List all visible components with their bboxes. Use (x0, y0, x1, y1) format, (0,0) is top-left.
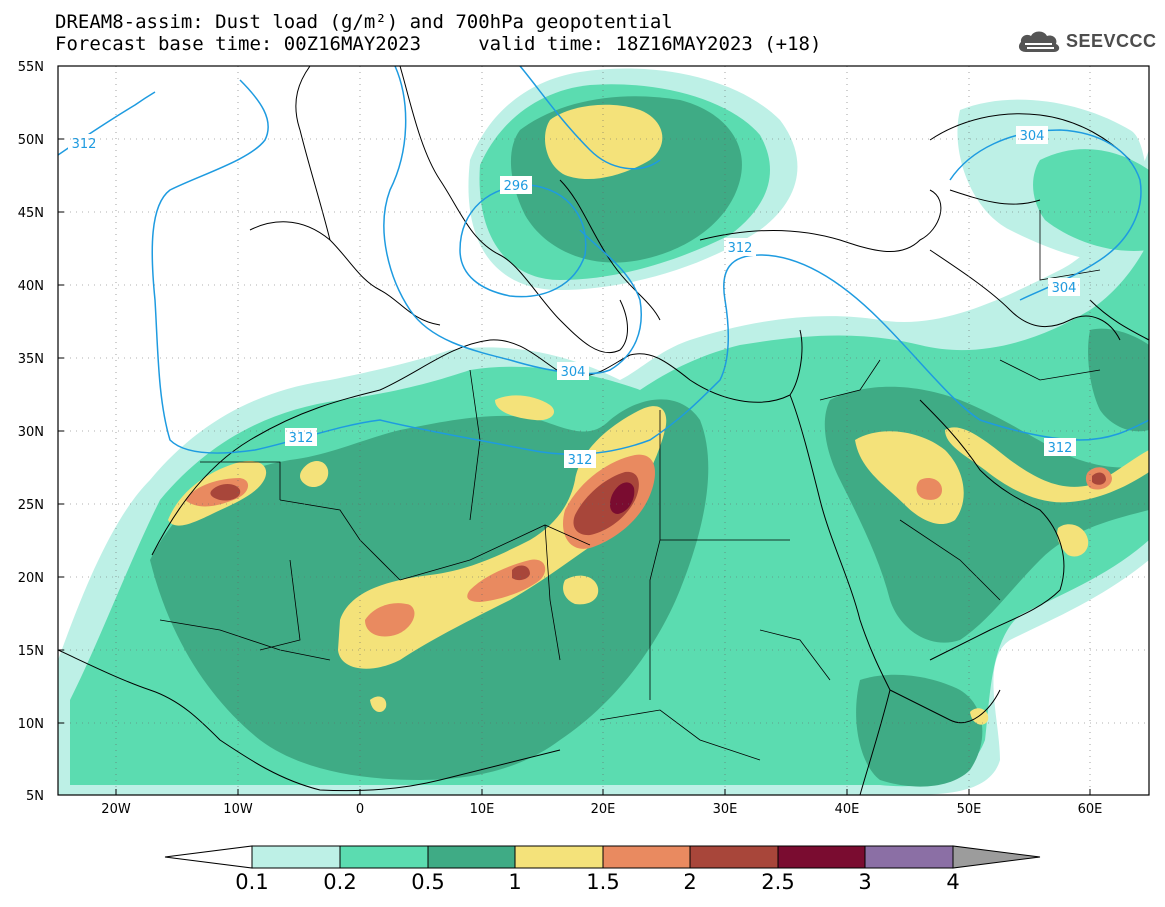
colorbar-label: 0.1 (235, 870, 269, 894)
colorbar-swatch (514, 845, 604, 869)
lon-axis: 20W 10W 0 10E 20E 30E 40E 50E 60E (101, 789, 1102, 817)
colorbar-label: 4 (946, 870, 960, 894)
lon-label: 40E (835, 802, 860, 817)
lat-label: 25N (18, 498, 44, 513)
contour-label: 312 (289, 431, 314, 446)
contour-label: 304 (561, 365, 586, 380)
cloud-icon (1018, 31, 1060, 52)
colorbar-label: 1 (508, 870, 522, 894)
lon-label: 20E (591, 802, 616, 817)
lat-label: 45N (18, 206, 44, 221)
lat-label: 5N (26, 789, 44, 804)
colorbar-label: 0.2 (323, 870, 357, 894)
contour-label: 296 (504, 179, 529, 194)
contour-labels: 312 296 304 312 312 312 304 304 312 (68, 126, 1080, 468)
lat-label: 40N (18, 279, 44, 294)
colorbar (164, 845, 1041, 869)
lat-label: 10N (18, 717, 44, 732)
contour-label: 304 (1052, 281, 1077, 296)
seevccc-logo: SEEVCCC (1016, 26, 1157, 56)
colorbar-swatch (251, 845, 341, 869)
colorbar-upper-arrow (952, 845, 1041, 869)
contour-label: 304 (1020, 129, 1045, 144)
colorbar-label: 1.5 (586, 870, 620, 894)
contour-label: 312 (72, 137, 97, 152)
lon-label: 20W (101, 802, 131, 817)
lat-label: 15N (18, 644, 44, 659)
colorbar-label: 0.5 (411, 870, 445, 894)
lat-label: 20N (18, 571, 44, 586)
colorbar-lower-arrow (164, 845, 253, 869)
colorbar-label: 2.5 (761, 870, 795, 894)
coastlines (58, 66, 1149, 795)
lat-label: 30N (18, 425, 44, 440)
colorbar-swatch (689, 845, 779, 869)
map-title-line1: DREAM8-assim: Dust load (g/m²) and 700hP… (55, 11, 673, 33)
map-title-line2: Forecast base time: 00Z16MAY2023 valid t… (55, 33, 822, 55)
colorbar-swatch (602, 845, 691, 869)
dust-field: 312 296 304 312 312 312 304 304 312 (58, 66, 1149, 795)
contour-label: 312 (728, 241, 753, 256)
lat-axis: 55N 50N 45N 40N 35N 30N 25N 20N 15N 10N … (18, 60, 64, 804)
lat-label: 35N (18, 352, 44, 367)
lon-label: 10E (470, 802, 495, 817)
lon-label: 10W (223, 802, 253, 817)
contour-label: 312 (568, 453, 593, 468)
colorbar-label: 2 (683, 870, 697, 894)
logo-text: SEEVCCC (1066, 30, 1157, 51)
lon-label: 30E (713, 802, 738, 817)
contour-label: 312 (1048, 441, 1073, 456)
lat-label: 50N (18, 133, 44, 148)
dust-level-2.5 (610, 482, 635, 514)
colorbar-swatch (864, 845, 954, 869)
colorbar-swatch (339, 845, 429, 869)
lon-label: 60E (1078, 802, 1103, 817)
colorbar-swatch (427, 845, 516, 869)
colorbar-swatch (777, 845, 866, 869)
lon-label: 0 (356, 802, 364, 817)
lat-label: 55N (18, 60, 44, 75)
lon-label: 50E (957, 802, 982, 817)
colorbar-label: 3 (858, 870, 872, 894)
